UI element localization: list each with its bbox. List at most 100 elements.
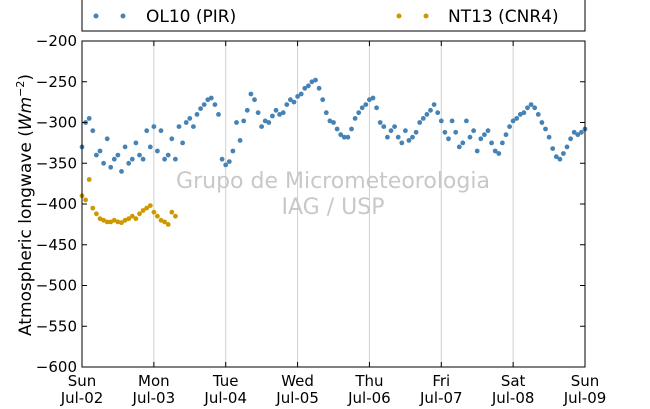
data-point bbox=[453, 129, 459, 135]
data-point bbox=[449, 118, 455, 124]
data-point bbox=[97, 216, 103, 222]
data-point bbox=[158, 217, 164, 223]
data-point bbox=[97, 148, 103, 154]
data-point bbox=[370, 95, 376, 101]
data-point bbox=[111, 217, 117, 223]
data-point bbox=[201, 102, 207, 107]
data-point bbox=[367, 97, 372, 103]
data-point bbox=[406, 138, 412, 143]
data-point bbox=[86, 116, 92, 121]
legend: OL10 (PIR) NT13 (CNR4) bbox=[81, 0, 586, 32]
data-point bbox=[140, 208, 146, 213]
data-point bbox=[334, 126, 340, 132]
y-tick-label: −450 bbox=[36, 236, 77, 254]
data-point bbox=[133, 216, 139, 222]
data-point bbox=[438, 118, 444, 124]
data-point bbox=[510, 118, 516, 124]
data-point bbox=[83, 197, 88, 203]
data-point bbox=[306, 83, 311, 89]
data-point bbox=[151, 124, 157, 129]
data-point bbox=[561, 151, 566, 156]
data-point bbox=[507, 124, 512, 129]
x-tick-label-date: Jul-08 bbox=[491, 389, 535, 407]
data-point bbox=[137, 211, 142, 217]
data-point bbox=[252, 97, 257, 103]
legend-marker-nt13 bbox=[423, 13, 429, 19]
data-point bbox=[543, 126, 548, 132]
data-point bbox=[546, 134, 552, 140]
data-point bbox=[338, 132, 344, 138]
legend-label-ol10: OL10 (PIR) bbox=[146, 7, 236, 27]
data-point bbox=[101, 160, 106, 166]
data-point bbox=[489, 140, 494, 146]
data-point bbox=[575, 132, 581, 138]
data-point bbox=[428, 107, 433, 113]
legend-marker-ol10 bbox=[93, 13, 99, 19]
data-point bbox=[399, 140, 405, 146]
data-point bbox=[381, 124, 387, 129]
data-point bbox=[302, 85, 308, 91]
x-tick-label-day: Wed bbox=[281, 372, 314, 390]
data-point bbox=[532, 105, 538, 111]
data-point bbox=[464, 118, 469, 124]
series-nt13 bbox=[79, 177, 178, 227]
x-tick-label-day: Thu bbox=[354, 372, 383, 390]
data-point bbox=[129, 213, 135, 219]
watermark-line-2: IAG / USP bbox=[282, 195, 385, 220]
data-point bbox=[223, 162, 229, 168]
data-point bbox=[147, 203, 153, 209]
x-tick-label-day: Fri bbox=[432, 372, 450, 390]
data-point bbox=[503, 132, 509, 138]
data-point bbox=[126, 160, 132, 166]
x-tick-label-date: Jul-02 bbox=[60, 389, 104, 407]
data-point bbox=[212, 102, 218, 107]
data-point bbox=[244, 107, 250, 113]
data-point bbox=[165, 152, 171, 158]
data-point bbox=[539, 120, 545, 125]
data-point bbox=[521, 110, 527, 116]
y-tick-label: −600 bbox=[36, 358, 77, 376]
x-tick-label-date: Jul-07 bbox=[419, 389, 463, 407]
data-point bbox=[456, 144, 462, 150]
data-point bbox=[219, 156, 225, 162]
data-point bbox=[474, 148, 480, 154]
data-point bbox=[119, 220, 124, 226]
data-point bbox=[158, 128, 164, 134]
data-point bbox=[403, 128, 408, 134]
y-tick-label: −250 bbox=[36, 73, 77, 91]
data-point bbox=[208, 95, 214, 101]
data-point bbox=[320, 97, 326, 103]
y-tick-label: −300 bbox=[36, 114, 77, 132]
data-point bbox=[90, 205, 96, 211]
data-point bbox=[180, 140, 186, 146]
x-tick-label-date: Jul-03 bbox=[132, 389, 176, 407]
data-point bbox=[169, 209, 175, 215]
data-point bbox=[460, 140, 466, 146]
data-point bbox=[356, 110, 362, 116]
data-point bbox=[363, 102, 369, 107]
y-axis-label-unit: Wm bbox=[16, 97, 36, 130]
data-point bbox=[104, 219, 110, 225]
data-point bbox=[413, 129, 419, 135]
data-point bbox=[122, 217, 128, 223]
x-tick-label-day: Tue bbox=[212, 372, 239, 390]
data-point bbox=[90, 128, 96, 134]
legend-label-nt13: NT13 (CNR4) bbox=[448, 7, 559, 27]
data-point bbox=[94, 211, 99, 217]
data-point bbox=[431, 102, 437, 107]
data-point bbox=[410, 134, 415, 140]
data-point bbox=[395, 134, 401, 140]
y-axis-label-close: ) bbox=[16, 74, 36, 81]
data-point bbox=[517, 112, 523, 117]
data-point bbox=[187, 116, 193, 121]
data-point bbox=[284, 102, 290, 107]
y-tick-label: −550 bbox=[36, 317, 77, 335]
legend-marker-nt13 bbox=[396, 13, 402, 19]
data-point bbox=[349, 126, 354, 132]
data-point bbox=[352, 116, 358, 121]
data-point bbox=[115, 219, 121, 225]
data-point bbox=[162, 156, 168, 162]
data-point bbox=[241, 118, 247, 124]
data-point bbox=[173, 213, 178, 219]
data-point bbox=[385, 134, 390, 140]
